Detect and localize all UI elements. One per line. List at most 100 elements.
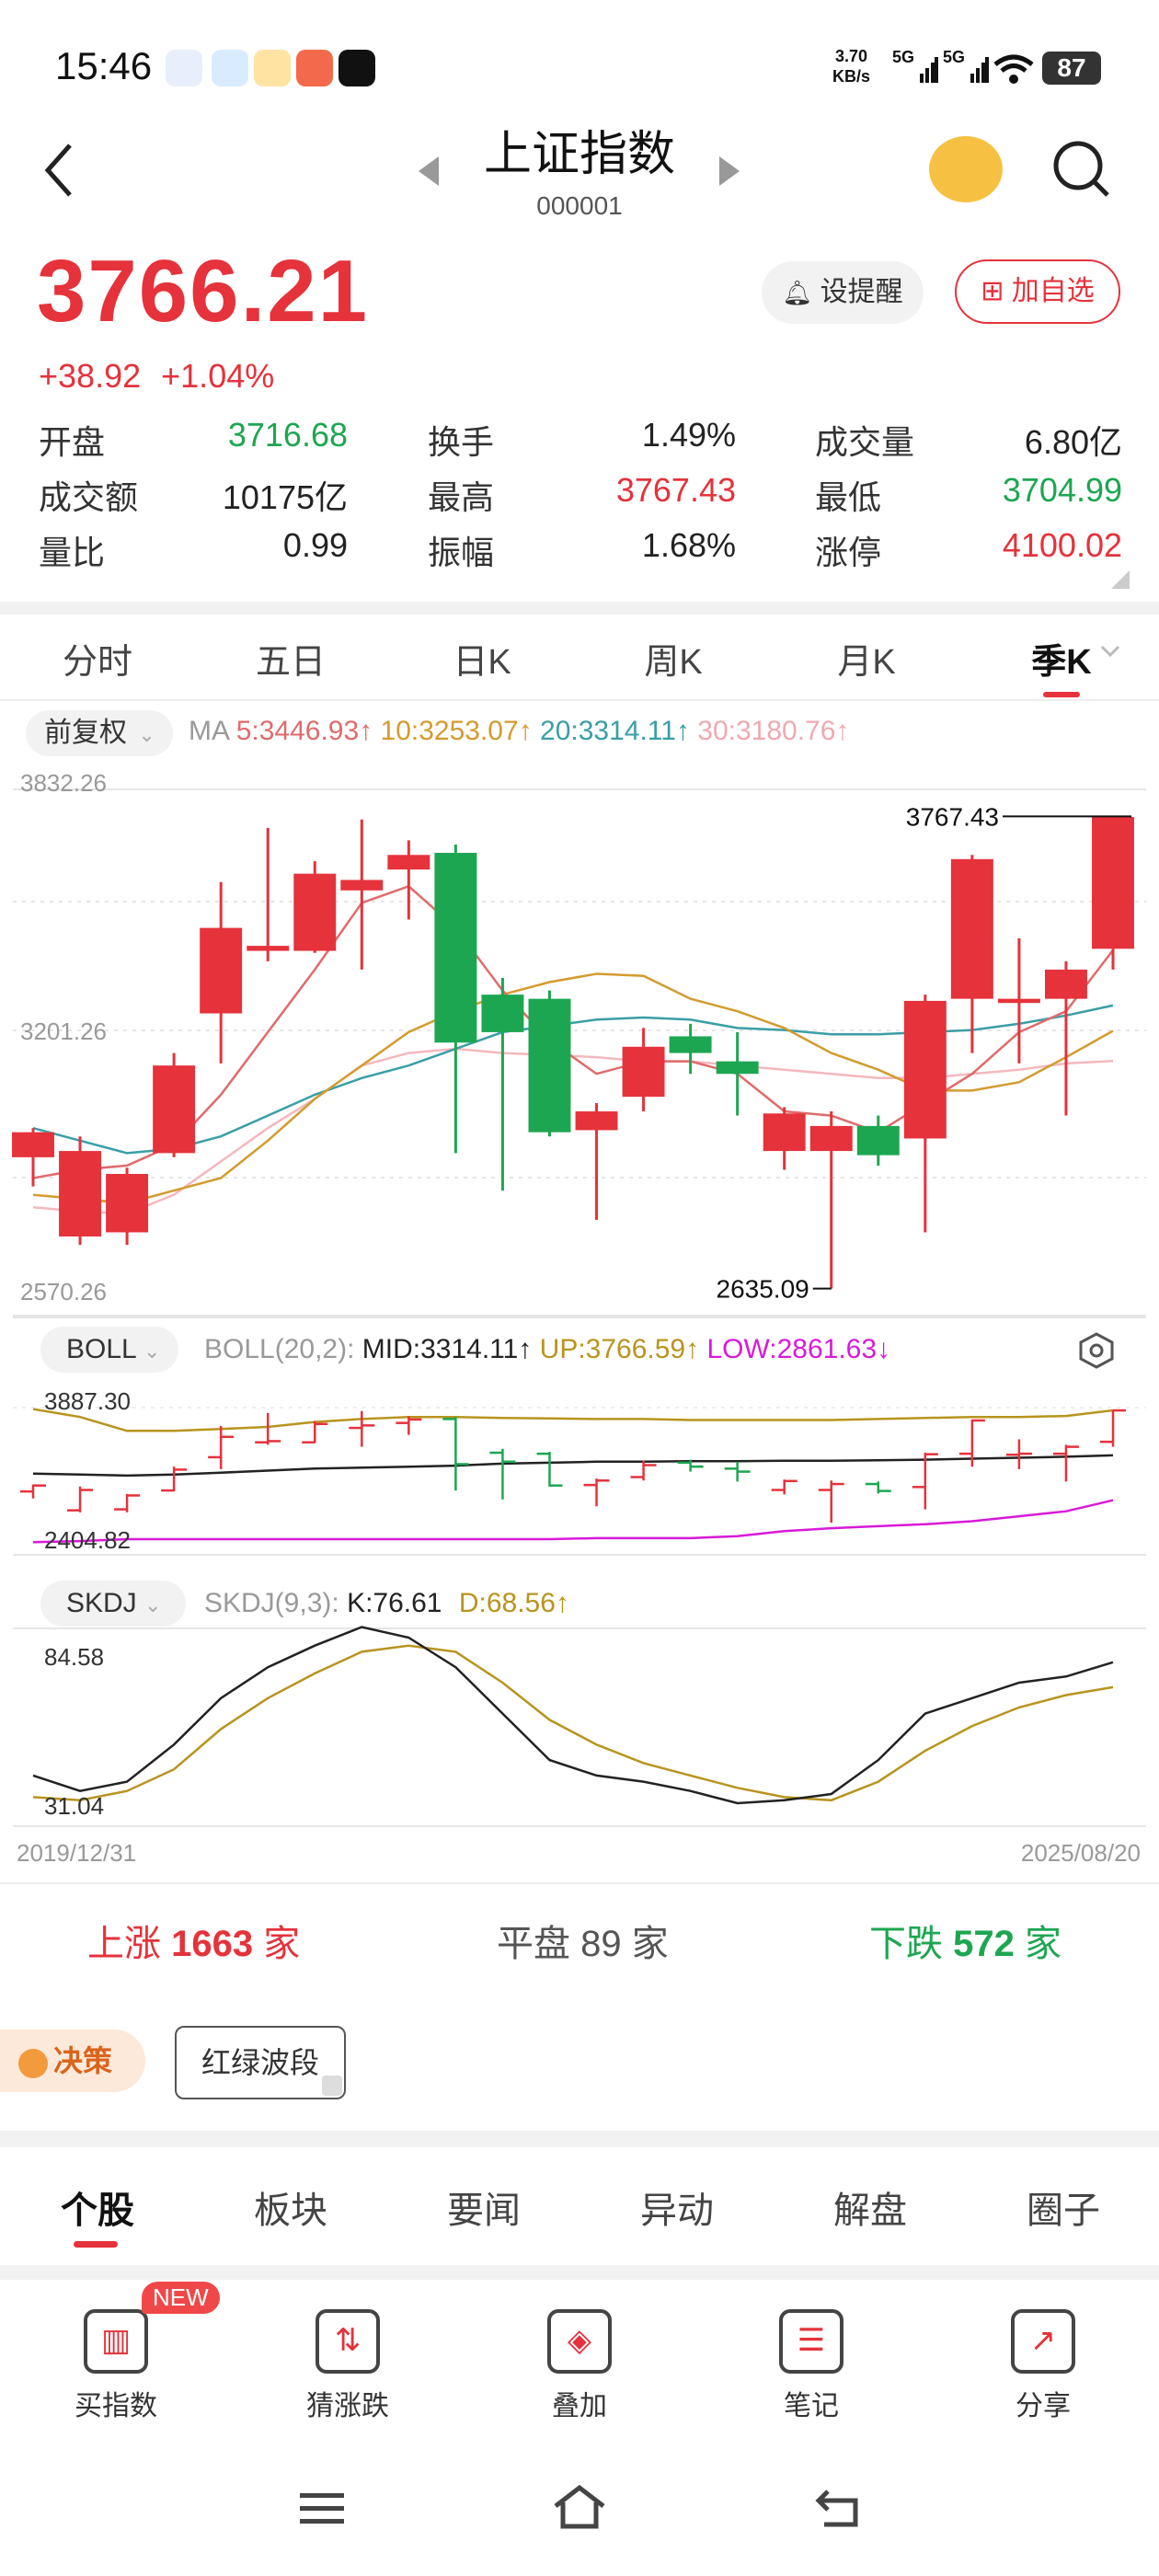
candle-body [1044,969,1087,999]
ohlc-bar [771,1479,798,1495]
stat-label: 最高 [428,478,495,516]
wifi-icon [993,54,1034,84]
ohlc-bar [1005,1439,1032,1469]
candle-body [528,998,571,1133]
advancers[interactable]: 上涨 1663 家 [87,1914,300,1967]
active-period-indicator [1043,692,1080,697]
home-icon[interactable] [552,2484,607,2530]
toolbar-label: 买指数 [75,2391,157,2421]
candle-body [622,1046,665,1098]
toolbar-item[interactable]: ☰ 笔记 [729,2309,894,2423]
toolbar-label: 笔记 [784,2391,839,2421]
signal-2-bars-icon [970,57,989,83]
decision-button[interactable]: 决策 [0,2030,145,2092]
change-percent: +1.04% [161,357,275,395]
candle-body [106,1174,149,1233]
decliners[interactable]: 下跌 572 家 [869,1914,1061,1967]
stat-label: 涨停 [815,534,882,571]
ohlc-bar [724,1461,751,1482]
candle [1092,816,1134,970]
chevron-down-icon[interactable] [1100,644,1120,659]
candle [340,819,384,970]
candle [481,977,524,1191]
search-icon[interactable] [1049,136,1113,201]
lock-icon [322,2076,342,2096]
ohlc-bar [1052,1444,1079,1482]
ohlc-bar [208,1425,235,1469]
signal-1-bars-icon [920,57,938,83]
stat-label: 成交量 [815,423,915,461]
mascot-icon[interactable] [929,136,1003,202]
candle [950,855,993,1053]
add-watchlist-button[interactable]: ⊞ 加自选 [955,259,1120,324]
candle-body [903,1000,947,1139]
ma30-value: 30:3180.76↑ [697,716,850,746]
unchanged-count: 89 [580,1924,622,1964]
kline-chart[interactable]: 3832.26 3201.26 2570.26 3767.43 2635.09 3… [0,764,1159,1868]
period-tab[interactable]: 月K [837,643,896,682]
add-watchlist-label: 加自选 [1011,276,1095,306]
file-app-icon [254,50,291,86]
stat-label: 量比 [39,534,106,571]
index-code: 000001 [536,191,623,220]
stat-value: 1.49% [641,416,736,454]
toolbar-item[interactable]: ↗ 分享 [960,2309,1126,2423]
stat-label: 开盘 [39,423,106,461]
price-change: +38.92 +1.04% [39,357,274,396]
candle-body [575,1111,618,1131]
ohlc-bar [161,1466,188,1492]
candle-body [12,1132,54,1157]
expand-corner-icon[interactable] [1111,570,1130,589]
candle-body [293,873,337,951]
period-tab[interactable]: 五日 [255,643,326,682]
period-tab[interactable]: 季K [1031,643,1092,682]
candle-body [153,1065,196,1154]
adjust-selector[interactable]: 前复权 ⌄ [26,710,173,756]
section-divider [0,2131,1159,2147]
unchanged[interactable]: 平盘 89 家 [497,1914,669,1967]
skdj-selector[interactable]: SKDJ ⌄ [40,1581,186,1627]
period-tab[interactable]: 分时 [62,643,132,682]
decliners-count: 572 [953,1924,1015,1964]
boll-axis-top: 3887.30 [44,1387,131,1415]
content-tab[interactable]: 解盘 [833,2191,907,2231]
period-tab[interactable]: 周K [644,643,703,682]
toolbar-item[interactable]: ▥ 买指数 NEW [33,2282,220,2423]
content-tab[interactable]: 异动 [640,2191,714,2231]
advancers-count: 1663 [171,1924,254,1964]
content-tab[interactable]: 圈子 [1027,2191,1100,2231]
candle [903,995,947,1233]
next-index-icon[interactable] [719,156,740,186]
candle [997,937,1040,1064]
set-alert-button[interactable]: 🔔︎ 设提醒 [762,261,924,324]
candle [669,1023,712,1075]
stat-value: 3716.68 [227,416,348,454]
candle [200,881,243,1064]
toolbar-item[interactable]: ⇅ 猜涨跌 [265,2309,430,2423]
net-speed-unit: KB/s [832,67,871,86]
boll-up-line [32,1408,1114,1432]
notes-icon: ☰ [779,2309,843,2374]
menu-icon[interactable] [300,2490,344,2526]
content-tab[interactable]: 板块 [254,2191,327,2231]
content-tab[interactable]: 要闻 [447,2191,521,2231]
boll-selector[interactable]: BOLL ⌄ [40,1327,178,1373]
back-icon[interactable] [37,138,83,202]
prev-index-icon[interactable] [419,156,439,186]
boll-axis-bottom: 2404.82 [44,1526,131,1554]
period-tab[interactable]: 日K [453,643,511,682]
toolbar-item[interactable]: ◈ 叠加 [497,2309,662,2423]
ohlc-bar [912,1453,938,1510]
ma10-value: 10:3253.07↑ [380,716,533,746]
stat-label: 最低 [815,478,882,516]
content-tab[interactable]: 个股 [61,2191,134,2231]
candle-body [716,1061,759,1075]
unchanged-label: 平盘 [497,1924,570,1964]
ohlc-bar [536,1451,563,1487]
candle [575,1102,618,1220]
stat-label: 成交额 [39,478,139,516]
candle-body [481,995,524,1032]
back-nav-icon[interactable] [815,2486,861,2528]
red-green-wave-button[interactable]: 红绿波段 [175,2026,346,2099]
settings-hex-icon[interactable] [1078,1332,1115,1369]
